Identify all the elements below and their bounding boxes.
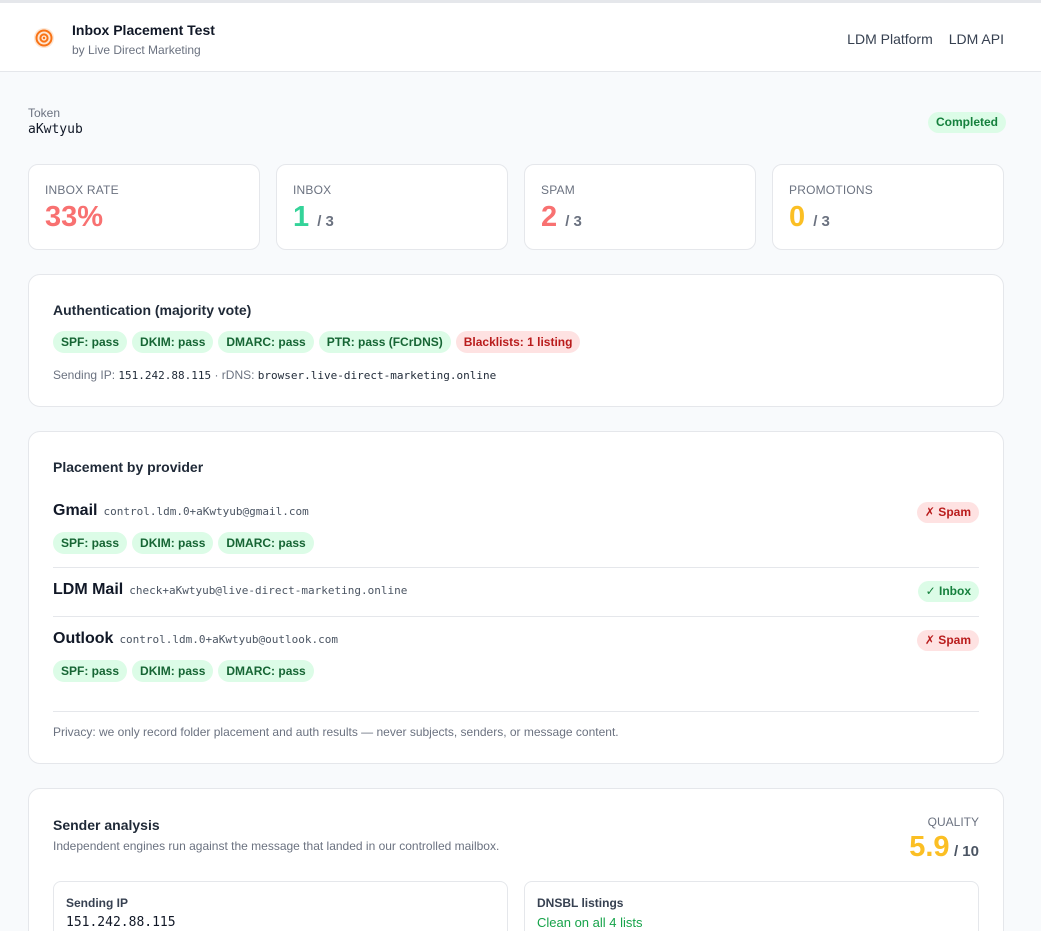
ptr-pill: PTR: pass (FCrDNS) — [318, 331, 451, 353]
stat-card-inbox-rate: INBOX RATE 33% — [28, 164, 260, 250]
app-title: Inbox Placement Test — [72, 22, 215, 38]
nav-ldm-api[interactable]: LDM API — [948, 31, 1004, 47]
stat-card-inbox: INBOX 1 / 3 — [276, 164, 508, 250]
top-nav: LDM Platform LDM API — [847, 31, 1004, 47]
provider-email: control.ldm.0+aKwtyub@outlook.com — [119, 633, 338, 646]
quality-score: 5.9 / 10 — [909, 831, 979, 864]
provider-header: LDM Mail check+aKwtyub@live-direct-market… — [53, 581, 407, 599]
blacklist-pill: Blacklists: 1 listing — [455, 331, 581, 353]
divider — [53, 567, 979, 568]
stat-value: 1 / 3 — [293, 199, 334, 240]
provider-email: control.ldm.0+aKwtyub@gmail.com — [103, 505, 309, 518]
provider-email: check+aKwtyub@live-direct-marketing.onli… — [129, 584, 408, 597]
app-subtitle: by Live Direct Marketing — [72, 43, 201, 57]
dmarc-pill: DMARC: pass — [218, 660, 314, 682]
stat-label: PROMOTIONS — [789, 183, 874, 197]
stat-total: / 3 — [813, 213, 830, 230]
stat-number: 2 — [541, 201, 558, 233]
dmarc-pill: DMARC: pass — [218, 331, 314, 353]
token-value: aKwtyub — [28, 122, 83, 137]
dnsbl-card: DNSBL listings Clean on all 4 lists — [524, 881, 979, 931]
provider-header: Gmail control.ldm.0+aKwtyub@gmail.com — [53, 502, 309, 520]
nav-ldm-platform[interactable]: LDM Platform — [847, 31, 933, 47]
provider-row-outlook: Outlook control.ldm.0+aKwtyub@outlook.com… — [53, 630, 979, 690]
stat-number: 0 — [789, 201, 806, 233]
privacy-note: Privacy: we only record folder placement… — [53, 725, 619, 739]
sending-ip-card: Sending IP 151.242.88.115 — [53, 881, 508, 931]
rdns-label: · rDNS: — [214, 368, 255, 382]
top-bar: Inbox Placement Test by Live Direct Mark… — [0, 0, 1041, 72]
quality-total: / 10 — [953, 843, 979, 860]
stat-number: 1 — [293, 201, 310, 233]
quality-number: 5.9 — [909, 831, 950, 863]
rdns-value: browser.live-direct-marketing.online — [257, 369, 497, 382]
placement-title: Placement by provider — [53, 459, 204, 475]
auth-pills: SPF: pass DKIM: pass DMARC: pass PTR: pass … — [53, 331, 585, 353]
spf-pill: SPF: pass — [53, 331, 128, 353]
quality-label: QUALITY — [927, 815, 979, 829]
sender-analysis-subtitle: Independent engines run against the mess… — [53, 839, 500, 853]
dmarc-pill: DMARC: pass — [218, 532, 314, 554]
spf-pill: SPF: pass — [53, 660, 128, 682]
stat-value: 33% — [45, 199, 103, 235]
placement-result-badge: ✗ Spam — [916, 502, 979, 523]
sender-analysis-card: Sender analysis Independent engines run … — [28, 788, 1004, 931]
spf-pill: SPF: pass — [53, 532, 128, 554]
stat-value: 0 / 3 — [789, 199, 830, 240]
sending-ip-line: Sending IP: 151.242.88.115 · rDNS: brows… — [53, 368, 496, 382]
dkim-pill: DKIM: pass — [132, 331, 214, 353]
sender-analysis-title: Sender analysis — [53, 817, 160, 833]
sending-ip-card-label: Sending IP — [66, 896, 129, 910]
status-badge: Completed — [928, 112, 1007, 133]
placement-result-badge: ✓ Inbox — [917, 581, 979, 602]
stat-label: SPAM — [541, 183, 575, 197]
token-label: Token — [28, 106, 61, 120]
placement-card: Placement by provider Gmail control.ldm.0… — [28, 431, 1004, 764]
stat-total: / 3 — [565, 213, 582, 230]
divider — [53, 711, 979, 712]
provider-auth-pills: SPF: pass DKIM: pass DMARC: pass — [53, 532, 319, 554]
dkim-pill: DKIM: pass — [132, 660, 214, 682]
dnsbl-card-value: Clean on all 4 lists — [537, 915, 643, 930]
provider-auth-pills: SPF: pass DKIM: pass DMARC: pass — [53, 660, 319, 682]
provider-header: Outlook control.ldm.0+aKwtyub@outlook.com — [53, 630, 338, 648]
provider-name: LDM Mail — [53, 581, 124, 598]
authentication-title: Authentication (majority vote) — [53, 302, 252, 318]
stat-label: INBOX — [293, 183, 332, 197]
provider-row-gmail: Gmail control.ldm.0+aKwtyub@gmail.com ✗ S… — [53, 502, 979, 562]
stat-card-spam: SPAM 2 / 3 — [524, 164, 756, 250]
stat-total: / 3 — [317, 213, 334, 230]
sending-ip-value: 151.242.88.115 — [118, 369, 212, 382]
sending-ip-label: Sending IP: — [53, 368, 116, 382]
stat-number: 33% — [45, 201, 104, 233]
provider-name: Outlook — [53, 630, 114, 647]
stat-card-promotions: PROMOTIONS 0 / 3 — [772, 164, 1004, 250]
target-logo-icon — [34, 28, 54, 48]
provider-name: Gmail — [53, 502, 98, 519]
stat-value: 2 / 3 — [541, 199, 582, 240]
divider — [53, 616, 979, 617]
dkim-pill: DKIM: pass — [132, 532, 214, 554]
provider-row-ldm-mail: LDM Mail check+aKwtyub@live-direct-market… — [53, 581, 979, 605]
placement-result-badge: ✗ Spam — [916, 630, 979, 651]
dnsbl-card-label: DNSBL listings — [537, 896, 624, 910]
stat-label: INBOX RATE — [45, 183, 119, 197]
authentication-card: Authentication (majority vote) SPF: pass… — [28, 274, 1004, 407]
sending-ip-card-value: 151.242.88.115 — [66, 915, 176, 930]
